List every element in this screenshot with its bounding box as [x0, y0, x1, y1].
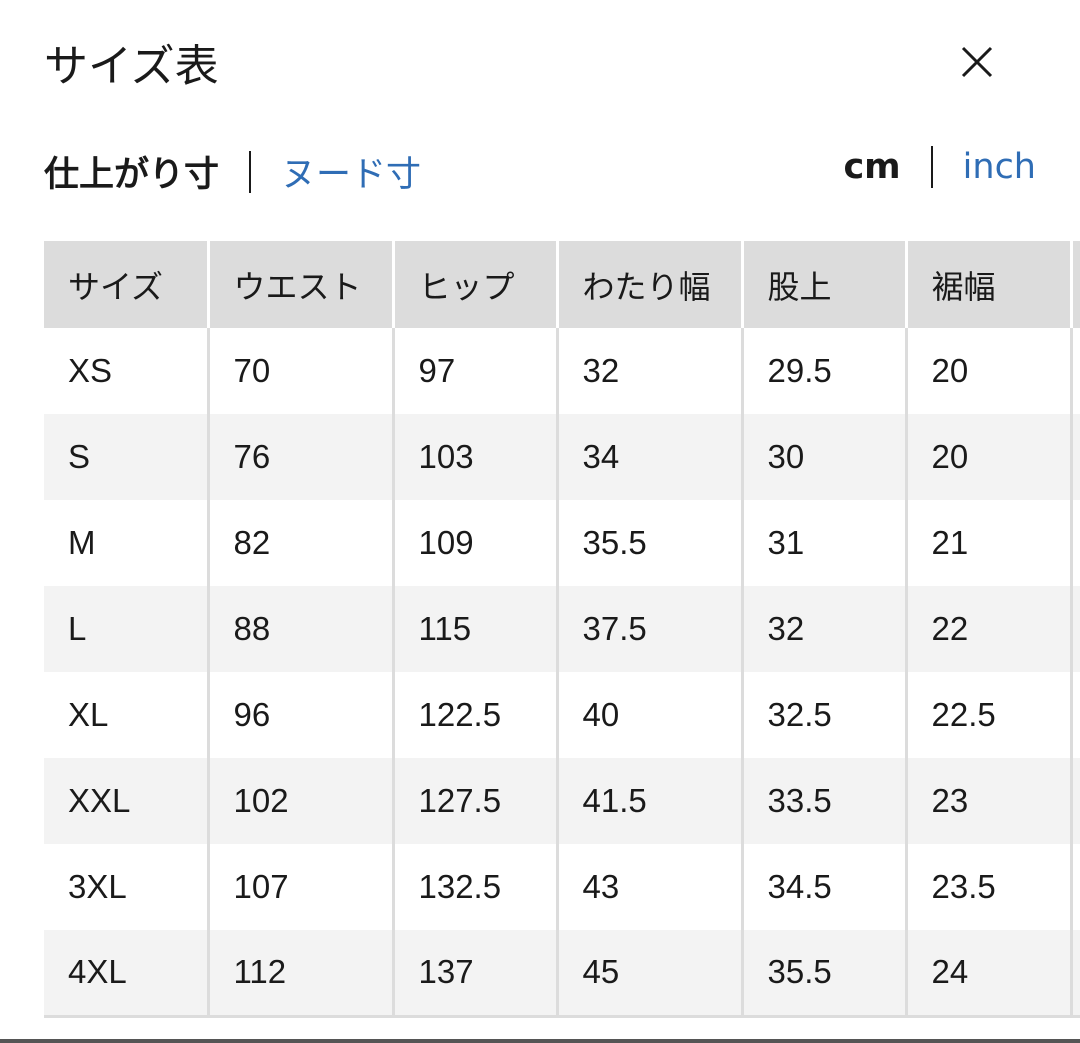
- table-cell: 41.5: [555, 758, 742, 844]
- table-row: XL 96 122.5 40 32.5 22.5: [44, 672, 1080, 758]
- table-cell: 82: [206, 500, 393, 586]
- table-cell: 109: [391, 500, 557, 586]
- table-cell: L: [44, 586, 208, 672]
- table-cell: M: [44, 500, 208, 586]
- table-cell: 3XL: [44, 844, 208, 930]
- table-cell: 34: [555, 414, 742, 500]
- table-cell: [1069, 930, 1080, 1018]
- tab-finished-size[interactable]: 仕上がり寸: [44, 155, 220, 195]
- table-cell: [1069, 844, 1080, 930]
- table-cell: XL: [44, 672, 208, 758]
- table-cell: 35.5: [555, 500, 742, 586]
- table-cell: 32: [740, 586, 906, 672]
- table-row: XS 70 97 32 29.5 20: [44, 328, 1080, 414]
- column-header: わたり幅: [555, 241, 742, 328]
- table-cell: 102: [206, 758, 393, 844]
- divider: [249, 150, 252, 193]
- table-cell: XXL: [44, 758, 208, 844]
- column-header: サイズ: [44, 241, 208, 328]
- close-button[interactable]: [955, 40, 999, 84]
- measure-tabs: 仕上がり寸 ヌード寸: [44, 146, 421, 197]
- table-cell: [1069, 758, 1080, 844]
- table-cell: 23: [904, 758, 1071, 844]
- table-cell: 45: [555, 930, 742, 1018]
- table-cell: 137: [391, 930, 557, 1018]
- column-header: 股上: [740, 241, 906, 328]
- table-cell: 40: [555, 672, 742, 758]
- table-cell: 88: [206, 586, 393, 672]
- table-cell: 76: [206, 414, 393, 500]
- table-cell: 70: [206, 328, 393, 414]
- table-cell: [1069, 414, 1080, 500]
- close-icon: [961, 46, 993, 78]
- table-cell: 20: [904, 414, 1071, 500]
- table-cell: 21: [904, 500, 1071, 586]
- table-cell: 30: [740, 414, 906, 500]
- table-cell: 29.5: [740, 328, 906, 414]
- table-cell: 122.5: [391, 672, 557, 758]
- size-table-container[interactable]: サイズ ウエスト ヒップ わたり幅 股上 裾幅 XS 70 97 32 29.5 20 S 76 103 3…: [44, 241, 1080, 1018]
- table-cell: [1069, 328, 1080, 414]
- tab-body-size[interactable]: ヌード寸: [281, 155, 422, 195]
- column-header: ウエスト: [206, 241, 393, 328]
- table-cell: 37.5: [555, 586, 742, 672]
- column-header: 裾幅: [904, 241, 1071, 328]
- size-table: サイズ ウエスト ヒップ わたり幅 股上 裾幅 XS 70 97 32 29.5 20 S 76 103 3…: [44, 241, 1080, 1018]
- table-cell: 115: [391, 586, 557, 672]
- table-header-row: サイズ ウエスト ヒップ わたり幅 股上 裾幅: [44, 241, 1080, 328]
- table-cell: 23.5: [904, 844, 1071, 930]
- table-cell: 96: [206, 672, 393, 758]
- table-cell: 32.5: [740, 672, 906, 758]
- table-cell: XS: [44, 328, 208, 414]
- table-row: M 82 109 35.5 31 21: [44, 500, 1080, 586]
- table-row: 4XL 112 137 45 35.5 24: [44, 930, 1080, 1018]
- table-cell: 97: [391, 328, 557, 414]
- table-cell: 4XL: [44, 930, 208, 1018]
- table-cell: 112: [206, 930, 393, 1018]
- table-cell: 132.5: [391, 844, 557, 930]
- table-cell: 127.5: [391, 758, 557, 844]
- table-row: XXL 102 127.5 41.5 33.5 23: [44, 758, 1080, 844]
- table-cell: 43: [555, 844, 742, 930]
- table-cell: 35.5: [740, 930, 906, 1018]
- table-cell: 20: [904, 328, 1071, 414]
- table-cell: [1069, 500, 1080, 586]
- unit-cm[interactable]: cm: [843, 147, 901, 187]
- table-cell: [1069, 586, 1080, 672]
- table-cell: 34.5: [740, 844, 906, 930]
- table-cell: 24: [904, 930, 1071, 1018]
- divider: [930, 146, 933, 188]
- table-cell: 103: [391, 414, 557, 500]
- column-header: ヒップ: [391, 241, 557, 328]
- table-cell: 33.5: [740, 758, 906, 844]
- bottom-divider: [0, 1039, 1080, 1043]
- unit-inch[interactable]: inch: [962, 147, 1036, 187]
- table-cell: 107: [206, 844, 393, 930]
- column-header: [1069, 241, 1080, 328]
- table-cell: S: [44, 414, 208, 500]
- table-row: S 76 103 34 30 20: [44, 414, 1080, 500]
- table-row: L 88 115 37.5 32 22: [44, 586, 1080, 672]
- page-title: サイズ表: [44, 41, 219, 92]
- table-cell: 22.5: [904, 672, 1071, 758]
- table-cell: [1069, 672, 1080, 758]
- table-cell: 32: [555, 328, 742, 414]
- unit-tabs: cm inch: [843, 146, 1036, 188]
- table-cell: 31: [740, 500, 906, 586]
- table-cell: 22: [904, 586, 1071, 672]
- table-row: 3XL 107 132.5 43 34.5 23.5: [44, 844, 1080, 930]
